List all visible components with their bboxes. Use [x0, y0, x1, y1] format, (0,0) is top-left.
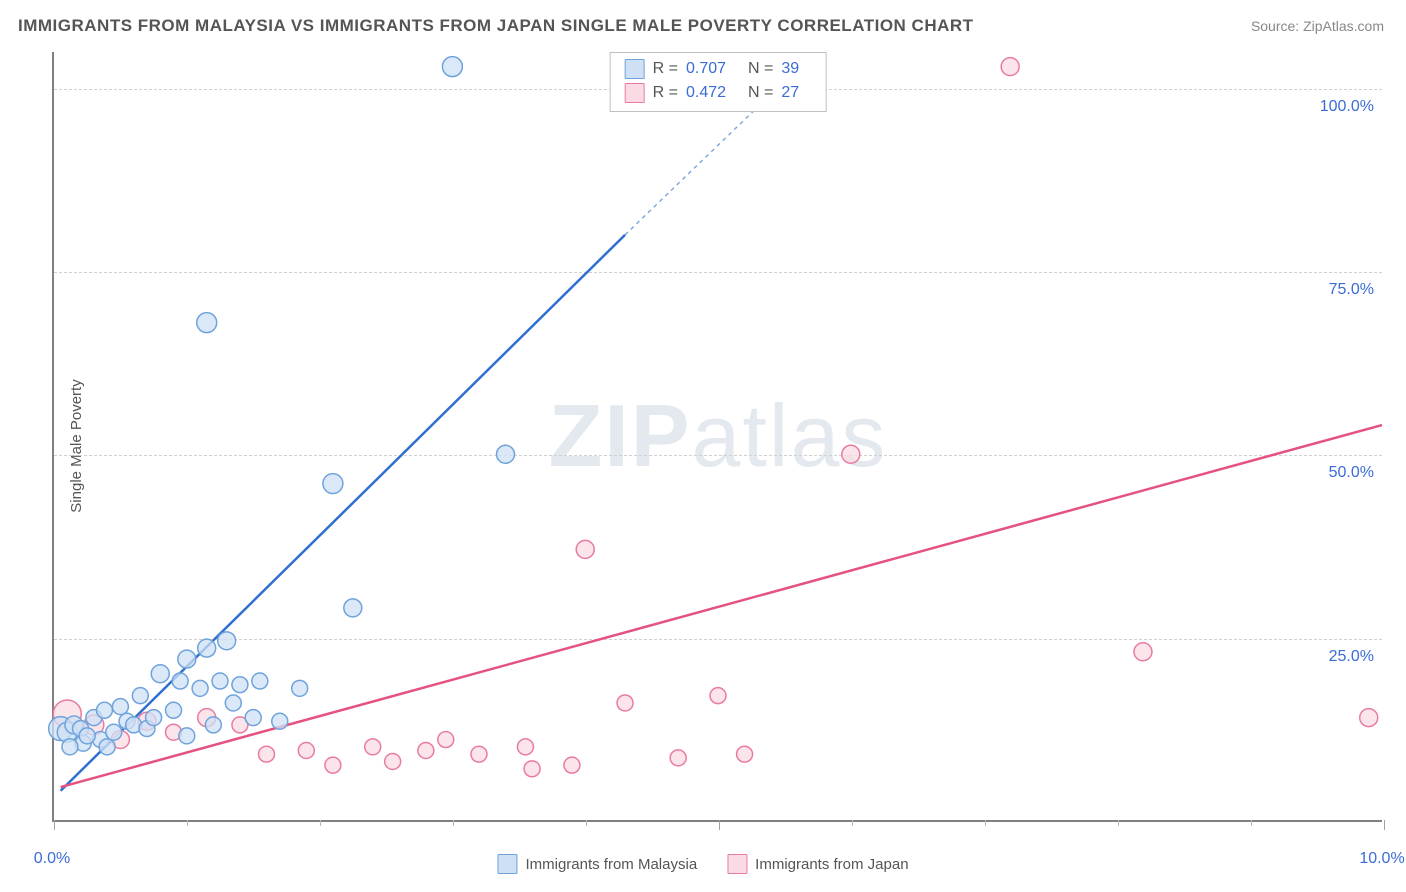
stats-swatch	[625, 59, 645, 79]
data-point-malaysia[interactable]	[62, 739, 78, 755]
legend-swatch	[727, 854, 747, 874]
data-point-japan[interactable]	[617, 695, 633, 711]
data-point-japan[interactable]	[670, 750, 686, 766]
x-tick-minor	[453, 820, 454, 826]
data-point-japan[interactable]	[471, 746, 487, 762]
data-point-malaysia[interactable]	[166, 702, 182, 718]
data-point-malaysia[interactable]	[112, 699, 128, 715]
data-point-malaysia[interactable]	[106, 724, 122, 740]
stats-row-japan: R = 0.472 N = 27	[625, 81, 812, 105]
x-tick-major	[1384, 820, 1385, 830]
data-point-japan[interactable]	[737, 746, 753, 762]
data-point-japan[interactable]	[298, 743, 314, 759]
data-point-malaysia[interactable]	[225, 695, 241, 711]
data-point-japan[interactable]	[517, 739, 533, 755]
data-point-malaysia[interactable]	[218, 632, 236, 650]
legend-item-japan[interactable]: Immigrants from Japan	[727, 854, 908, 874]
data-point-malaysia[interactable]	[323, 474, 343, 494]
data-point-malaysia[interactable]	[292, 680, 308, 696]
data-point-japan[interactable]	[564, 757, 580, 773]
data-point-malaysia[interactable]	[192, 680, 208, 696]
data-point-malaysia[interactable]	[344, 599, 362, 617]
x-tick-minor	[985, 820, 986, 826]
data-point-japan[interactable]	[418, 743, 434, 759]
x-tick-minor	[1118, 820, 1119, 826]
x-tick-minor	[320, 820, 321, 826]
data-point-malaysia[interactable]	[442, 57, 462, 77]
data-point-japan[interactable]	[710, 688, 726, 704]
data-point-malaysia[interactable]	[232, 677, 248, 693]
legend-label: Immigrants from Malaysia	[525, 856, 697, 873]
source-attribution: Source: ZipAtlas.com	[1251, 18, 1384, 34]
data-point-japan[interactable]	[325, 757, 341, 773]
data-point-malaysia[interactable]	[99, 739, 115, 755]
stats-r-label: R =	[653, 84, 678, 102]
plot-area: ZIPatlas 25.0%50.0%75.0%100.0% R =0.707 …	[52, 52, 1382, 822]
data-point-malaysia[interactable]	[198, 639, 216, 657]
correlation-stats-box: R = 0.707 N = 39 R = 0.472 N = 27	[610, 52, 827, 112]
data-point-malaysia[interactable]	[146, 710, 162, 726]
data-point-malaysia[interactable]	[197, 313, 217, 333]
data-point-japan[interactable]	[576, 540, 594, 558]
data-point-japan[interactable]	[1360, 709, 1378, 727]
data-point-japan[interactable]	[438, 732, 454, 748]
data-point-malaysia[interactable]	[132, 688, 148, 704]
legend-item-malaysia[interactable]: Immigrants from Malaysia	[497, 854, 697, 874]
data-point-malaysia[interactable]	[172, 673, 188, 689]
x-tick-label: 0.0%	[34, 850, 70, 868]
data-point-japan[interactable]	[1001, 58, 1019, 76]
scatter-points-svg	[54, 52, 1382, 820]
chart-title: IMMIGRANTS FROM MALAYSIA VS IMMIGRANTS F…	[18, 16, 974, 36]
stats-n-label: N =	[748, 60, 773, 78]
data-point-japan[interactable]	[385, 754, 401, 770]
data-point-malaysia[interactable]	[272, 713, 288, 729]
legend: Immigrants from Malaysia Immigrants from …	[497, 854, 908, 874]
x-tick-minor	[1251, 820, 1252, 826]
x-tick-minor	[586, 820, 587, 826]
stats-r-value: 0.472	[686, 84, 740, 102]
data-point-malaysia[interactable]	[151, 665, 169, 683]
x-tick-label: 10.0%	[1359, 850, 1404, 868]
stats-n-label: N =	[748, 84, 773, 102]
x-tick-major	[719, 820, 720, 830]
stats-n-value: 27	[781, 84, 811, 102]
x-tick-minor	[852, 820, 853, 826]
data-point-japan[interactable]	[1134, 643, 1152, 661]
data-point-japan[interactable]	[842, 445, 860, 463]
stats-r-value: 0.707	[686, 60, 740, 78]
stats-r-label: R =	[653, 60, 678, 78]
stats-row-malaysia: R = 0.707 N = 39	[625, 57, 812, 81]
data-point-malaysia[interactable]	[212, 673, 228, 689]
data-point-japan[interactable]	[365, 739, 381, 755]
data-point-malaysia[interactable]	[245, 710, 261, 726]
stats-swatch	[625, 83, 645, 103]
data-point-japan[interactable]	[258, 746, 274, 762]
data-point-malaysia[interactable]	[96, 702, 112, 718]
data-point-malaysia[interactable]	[178, 650, 196, 668]
data-point-japan[interactable]	[524, 761, 540, 777]
legend-swatch	[497, 854, 517, 874]
data-point-malaysia[interactable]	[497, 445, 515, 463]
stats-n-value: 39	[781, 60, 811, 78]
x-tick-major	[54, 820, 55, 830]
data-point-malaysia[interactable]	[179, 728, 195, 744]
x-tick-minor	[187, 820, 188, 826]
data-point-malaysia[interactable]	[79, 728, 95, 744]
data-point-malaysia[interactable]	[205, 717, 221, 733]
data-point-malaysia[interactable]	[252, 673, 268, 689]
legend-label: Immigrants from Japan	[755, 856, 908, 873]
